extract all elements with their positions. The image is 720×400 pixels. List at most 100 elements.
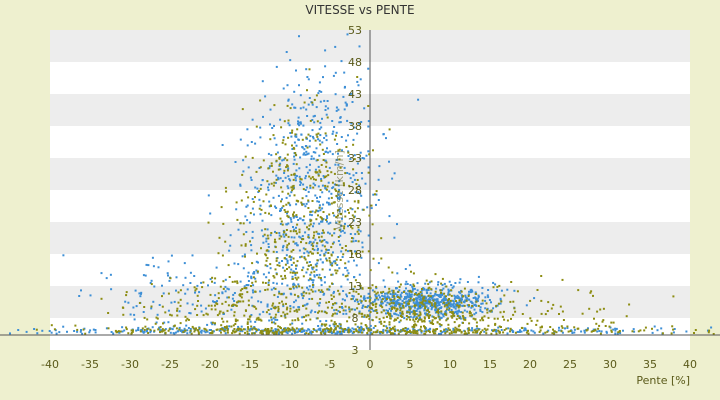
data-point — [388, 290, 391, 293]
data-point — [464, 330, 466, 333]
data-point — [338, 267, 341, 270]
data-point — [295, 308, 298, 311]
data-point — [132, 329, 134, 332]
data-point — [309, 273, 312, 276]
data-point — [525, 331, 528, 334]
data-point — [407, 298, 410, 301]
data-point — [305, 186, 308, 189]
data-point — [342, 309, 345, 312]
data-point — [230, 304, 233, 307]
data-point — [414, 293, 416, 296]
data-point — [343, 227, 346, 230]
data-point — [347, 250, 349, 253]
data-point — [285, 229, 288, 231]
data-point — [317, 173, 320, 176]
data-point — [300, 201, 303, 204]
data-point — [458, 301, 461, 304]
data-point — [323, 292, 326, 295]
data-point — [464, 317, 467, 319]
data-point — [456, 294, 459, 297]
data-point — [353, 300, 356, 303]
data-point — [479, 306, 482, 309]
data-point — [336, 256, 339, 259]
data-point — [285, 328, 288, 331]
data-point — [129, 313, 132, 316]
data-point — [48, 330, 51, 332]
data-point — [80, 329, 82, 331]
data-point — [437, 281, 440, 284]
data-point — [275, 206, 278, 209]
data-point — [246, 321, 249, 324]
data-point — [395, 287, 397, 289]
data-point — [301, 146, 304, 149]
data-point — [268, 212, 270, 215]
data-point — [117, 330, 120, 333]
data-point — [179, 289, 182, 292]
data-point — [297, 219, 300, 221]
data-point — [307, 200, 310, 203]
data-point — [432, 316, 435, 319]
data-point — [227, 304, 230, 307]
data-point — [119, 330, 122, 333]
data-point — [288, 266, 291, 269]
data-point — [614, 329, 617, 332]
data-point — [224, 290, 227, 293]
data-point — [284, 274, 286, 277]
data-point — [299, 181, 302, 184]
data-point — [385, 299, 388, 302]
data-point — [455, 318, 458, 321]
data-point — [445, 328, 447, 331]
data-point — [402, 327, 405, 330]
data-point — [289, 305, 292, 307]
data-point — [479, 310, 482, 312]
data-point — [351, 252, 353, 255]
data-point — [405, 329, 408, 332]
data-point — [346, 269, 349, 272]
data-point — [427, 309, 429, 312]
data-point — [336, 312, 338, 315]
data-point — [441, 313, 444, 316]
data-point — [339, 207, 342, 210]
data-point — [276, 318, 279, 321]
data-point — [256, 271, 259, 274]
data-point — [224, 186, 227, 189]
data-point — [352, 331, 355, 333]
data-point — [540, 299, 543, 302]
data-point — [312, 328, 315, 330]
data-point — [261, 330, 264, 333]
data-point — [412, 310, 415, 313]
data-point — [307, 332, 310, 335]
data-point — [475, 292, 478, 295]
data-point — [289, 329, 292, 331]
data-point — [249, 212, 252, 215]
data-point — [294, 133, 297, 136]
data-point — [309, 186, 312, 189]
data-point — [414, 323, 417, 326]
data-point — [425, 309, 428, 312]
data-point — [509, 330, 511, 333]
data-point — [305, 319, 308, 322]
data-point — [321, 141, 324, 144]
data-point — [304, 153, 307, 156]
data-point — [353, 328, 355, 331]
data-point — [310, 271, 313, 274]
data-point — [224, 278, 227, 281]
data-point — [302, 275, 305, 278]
data-point — [458, 324, 461, 327]
data-point — [277, 310, 280, 312]
data-point — [561, 278, 564, 281]
data-point — [361, 305, 364, 308]
data-point — [454, 311, 457, 314]
data-point — [274, 330, 277, 333]
data-point — [441, 331, 444, 334]
data-point — [240, 325, 243, 328]
data-point — [267, 332, 270, 335]
data-point — [467, 327, 470, 330]
data-point — [436, 328, 438, 330]
data-point — [395, 313, 398, 316]
data-point — [365, 154, 368, 157]
data-point — [270, 162, 273, 165]
data-point — [451, 316, 454, 319]
data-point — [314, 311, 317, 313]
data-point — [210, 332, 212, 334]
